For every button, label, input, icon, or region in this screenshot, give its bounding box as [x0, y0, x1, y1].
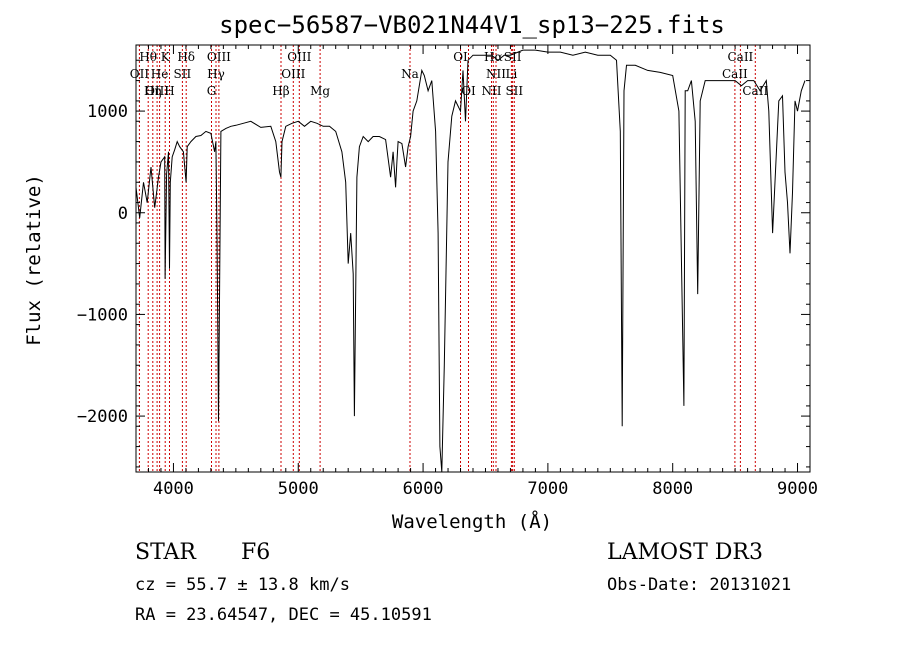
plot-area: Hθ OII OIII He Hη K H Hδ SII OIII Hγ G Hβ OIII OIII Mg N… [130, 45, 806, 473]
marker-label-21: NII [482, 84, 502, 98]
marker-label-14: OIII [281, 67, 305, 81]
marker-label-7: Hδ [177, 50, 195, 64]
coordinates: RA = 23.64547, DEC = 45.10591 [135, 605, 432, 625]
y-tick-label-1: 0 [118, 204, 128, 224]
y-axis-label: Flux (relative) [23, 174, 45, 346]
x-tick-label-3: 7000 [527, 479, 568, 499]
x-axis-ticks: 4000 5000 6000 7000 8000 9000 [147, 45, 818, 499]
marker-label-2: OIII [145, 84, 169, 98]
marker-label-9: OIII [207, 50, 231, 64]
object-subclass: F6 [241, 540, 270, 565]
marker-label-1: OII [130, 67, 150, 81]
marker-label-26: CaII [722, 67, 748, 81]
marker-label-11: G [207, 84, 217, 98]
marker-label-15: Mg [310, 84, 330, 98]
marker-label-27: CaII [742, 84, 768, 98]
x-tick-label-5: 9000 [777, 479, 818, 499]
marker-label-10: Hγ [207, 67, 225, 81]
marker-label-20: NII [486, 67, 506, 81]
marker-label-25: CaII [727, 50, 753, 64]
x-tick-label-0: 4000 [153, 479, 194, 499]
marker-label-22: SII [504, 50, 522, 64]
marker-label-13: OIII [287, 50, 311, 64]
emission-line-labels: Hθ OII OIII He Hη K H Hδ SII OIII Hγ G Hβ OIII OIII Mg N… [130, 50, 769, 98]
y-tick-label-0: 1000 [87, 102, 128, 122]
emission-line-markers [138, 45, 756, 472]
marker-label-24: SII [505, 84, 523, 98]
object-class: STAR [135, 540, 197, 565]
redshift-value: cz = 55.7 ± 13.8 km/s [135, 575, 350, 595]
plot-frame [135, 44, 811, 473]
x-tick-label-4: 8000 [652, 479, 693, 499]
y-tick-label-3: −2000 [77, 407, 128, 427]
x-axis-label: Wavelength (Å) [392, 510, 552, 533]
marker-label-16: Na [401, 67, 419, 81]
marker-label-0: Hθ [139, 50, 157, 64]
marker-label-4: Hη [144, 84, 162, 98]
survey-name: LAMOST DR3 [607, 540, 763, 565]
y-tick-label-2: −1000 [77, 305, 128, 325]
marker-label-5: K [161, 50, 171, 64]
marker-label-6: H [164, 84, 174, 98]
marker-label-8: SII [174, 67, 192, 81]
y-axis-ticks: 1000 0 −1000 −2000 [77, 59, 810, 468]
marker-label-18: OI [461, 84, 476, 98]
x-tick-label-1: 5000 [278, 479, 319, 499]
marker-label-17: OI [453, 50, 468, 64]
x-tick-label-2: 6000 [403, 479, 444, 499]
observation-date: Obs-Date: 20131021 [607, 575, 791, 595]
chart-title: spec−56587−VB021N44V1_sp13−225.fits [219, 11, 725, 39]
marker-label-12: Hβ [272, 84, 289, 98]
marker-label-23: Li [505, 67, 517, 81]
spectrum-line [135, 49, 806, 473]
marker-label-3: He [151, 67, 169, 81]
